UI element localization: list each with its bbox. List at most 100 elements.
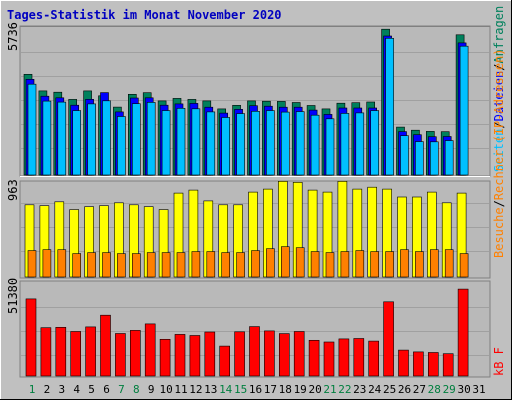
pages-bar xyxy=(429,141,439,176)
pages-bar xyxy=(280,111,290,176)
kbytes-bar xyxy=(457,288,469,377)
day-label: 20 xyxy=(308,383,321,396)
legend-pages: Seiten xyxy=(492,129,506,172)
visits-bar xyxy=(72,253,81,278)
pages-bar xyxy=(27,83,37,176)
visits-bar xyxy=(325,252,335,278)
panel-hits-files-pages: 5736 Seiten/Dateien/Anfragen xyxy=(6,6,506,177)
day-label: 6 xyxy=(103,383,110,396)
panel-3-legend: kB F xyxy=(492,347,506,376)
day-label: 26 xyxy=(398,383,411,396)
day-label: 23 xyxy=(353,383,366,396)
day-label: 9 xyxy=(148,383,155,396)
kbytes-bar xyxy=(70,331,81,377)
kbytes-bar xyxy=(204,331,216,377)
visits-bar xyxy=(146,252,156,278)
kbytes-bar xyxy=(25,298,37,377)
day-label: 31 xyxy=(472,383,485,396)
kbytes-bar xyxy=(100,314,111,377)
legend-separator-3: / xyxy=(492,200,506,207)
kbytes-bar xyxy=(278,333,290,377)
visits-bar xyxy=(27,250,37,278)
day-label: 4 xyxy=(73,383,80,396)
visits-bar xyxy=(295,247,305,278)
visits-bar xyxy=(280,246,290,278)
day-label: 15 xyxy=(234,383,247,396)
visits-bar xyxy=(266,248,275,278)
legend-separator-2: / xyxy=(492,64,506,71)
day-label: 28 xyxy=(428,383,441,396)
kbytes-bar xyxy=(144,323,156,377)
visits-bar xyxy=(221,252,230,278)
day-label: 19 xyxy=(294,383,307,396)
kbytes-bar xyxy=(398,349,409,377)
day-label: 5 xyxy=(88,383,95,396)
pages-bar xyxy=(355,112,365,176)
day-label: 18 xyxy=(279,383,292,396)
visits-bar xyxy=(102,252,111,278)
panel-2-bars xyxy=(24,181,469,278)
pages-bar xyxy=(42,100,52,176)
day-label: 7 xyxy=(118,383,125,396)
day-label: 14 xyxy=(219,383,233,396)
pages-bar xyxy=(191,108,201,176)
visits-bar xyxy=(206,251,216,278)
day-label: 24 xyxy=(368,383,382,396)
kbytes-bar xyxy=(368,340,380,377)
x-axis-day-labels: 1 2 3 4 5 6 7 8 9 10 11 12 13 14 15 16 17 18 19 20 21 22 23 24 2… xyxy=(29,383,486,396)
visits-bar xyxy=(191,251,201,278)
pages-bar xyxy=(236,113,245,176)
visits-bar xyxy=(459,253,469,278)
panel-1-ymax-label: 5736 xyxy=(6,22,20,51)
day-label: 1 xyxy=(29,383,36,396)
legend-visits: Besuche xyxy=(492,207,506,258)
panel-2-ymax-label: 963 xyxy=(6,179,20,201)
kbytes-bar xyxy=(55,326,67,377)
day-label: 11 xyxy=(174,383,187,396)
pages-bar xyxy=(221,117,230,176)
kbytes-bar xyxy=(115,333,126,377)
day-label: 29 xyxy=(443,383,456,396)
visits-bar xyxy=(57,249,67,278)
visits-bar xyxy=(340,251,350,278)
visits-bar xyxy=(236,252,245,278)
pages-bar xyxy=(340,113,350,176)
chart-title: Tages-Statistik im Monat November 2020 xyxy=(7,8,282,22)
visits-bar xyxy=(370,251,380,278)
kbytes-bar xyxy=(427,352,439,377)
panel-1-legend: Seiten/Dateien/Anfragen xyxy=(492,6,506,172)
kbytes-bar xyxy=(323,341,335,377)
pages-bar xyxy=(459,45,469,176)
pages-bar xyxy=(132,103,141,176)
visits-bar xyxy=(429,249,439,278)
visits-bar xyxy=(42,249,52,278)
kbytes-bar xyxy=(219,345,230,377)
kbytes-bar xyxy=(308,339,320,377)
legend-files: Dateien xyxy=(492,71,506,122)
pages-bar xyxy=(146,102,156,176)
panel-visits-sites: 963 Besuche/Rechner (IP-Adressen) xyxy=(6,48,506,279)
pages-bar xyxy=(102,100,111,176)
kbytes-bar xyxy=(249,326,260,377)
kbytes-bar xyxy=(293,331,305,377)
pages-bar xyxy=(161,110,171,176)
panel-1-bars xyxy=(23,28,469,176)
pages-bar xyxy=(72,110,81,176)
day-label: 17 xyxy=(264,383,277,396)
kbytes-bar xyxy=(353,338,365,377)
kbytes-bar xyxy=(130,330,141,377)
pages-bar xyxy=(325,118,335,176)
visits-bar xyxy=(415,251,424,278)
pages-bar xyxy=(444,140,454,176)
kbytes-bar xyxy=(413,351,424,377)
pages-bar xyxy=(310,114,320,176)
panel-2-legend: Besuche/Rechner (IP-Adressen) xyxy=(492,48,506,258)
day-label: 27 xyxy=(413,383,426,396)
pages-bar xyxy=(176,108,186,176)
pages-bar xyxy=(87,103,96,176)
day-label: 12 xyxy=(189,383,202,396)
legend-separator-1: / xyxy=(492,121,506,128)
pages-bar xyxy=(295,111,305,176)
kbytes-bar xyxy=(159,338,171,377)
